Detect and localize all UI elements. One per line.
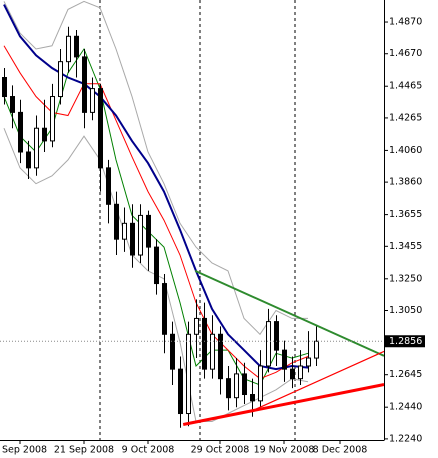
candle-body [282,349,287,370]
candle-body [66,35,71,63]
candle-body [2,77,7,98]
candle-body [170,333,175,370]
candle-body [34,127,39,169]
candle-body [202,317,207,370]
candle-body [314,340,319,359]
candle-body [114,203,119,240]
candle-body [18,111,23,153]
candle-body [274,321,279,351]
y-tick-label: 1.3050 [389,305,422,316]
candle-body [82,56,87,113]
y-tick-label: 1.3655 [389,209,422,220]
current-price-box [385,335,425,348]
x-tick-label: 21 Sep 2008 [54,445,114,456]
candle-body [162,283,167,335]
candle-body [178,368,183,415]
candle-body [42,127,47,142]
candle-body [122,222,127,240]
trendline [182,383,385,426]
candle-body [226,378,231,399]
candle-body [186,333,191,415]
candle-body [218,333,223,380]
y-tick-label: 1.3250 [389,273,422,284]
candle-body [242,373,247,396]
candle-body [290,368,295,380]
candle-body [306,357,311,367]
y-tick-label: 1.3860 [389,177,422,188]
candle-body [58,61,63,98]
y-tick-label: 1.2240 [389,433,422,444]
y-tick-label: 1.4265 [389,112,422,123]
y-tick-label: 1.4670 [389,48,422,59]
y-tick-label: 1.4870 [389,17,422,28]
candle-body [74,35,79,58]
candle-body [194,317,199,335]
candle-body [26,151,31,169]
candle-body [250,394,255,402]
candle-body [234,373,239,399]
candle-body [146,214,151,248]
trendline [194,269,385,357]
x-tick-label: 2 Sep 2008 [0,445,47,456]
candle-body [138,214,143,256]
plot-area [0,0,385,428]
indicator-line [3,0,308,336]
current-price-label: 1.2856 [389,336,422,347]
candle-body [210,333,215,370]
y-tick-label: 1.2440 [389,402,422,413]
candle-body [266,321,271,367]
candle-body [90,88,95,113]
candle-body [50,96,55,142]
indicator-line [3,4,309,371]
candle-body [10,96,15,113]
y-tick-label: 1.4465 [389,81,422,92]
x-tick-label: 29 Oct 2008 [191,445,250,456]
trendline [254,350,385,410]
candle-body [130,222,135,256]
y-tick-label: 1.2645 [389,369,422,380]
y-tick-label: 1.4060 [389,145,422,156]
x-tick-label: 19 Nov 2008 [254,445,315,456]
x-tick-label: 9 Oct 2008 [122,445,175,456]
candle-body [98,88,103,169]
y-tick-label: 1.3455 [389,241,422,252]
candle-body [154,246,159,285]
x-tick-label: 8 Dec 2008 [313,445,368,456]
candle-body [298,365,303,380]
candle-body [258,365,263,402]
candle-body [106,167,111,205]
